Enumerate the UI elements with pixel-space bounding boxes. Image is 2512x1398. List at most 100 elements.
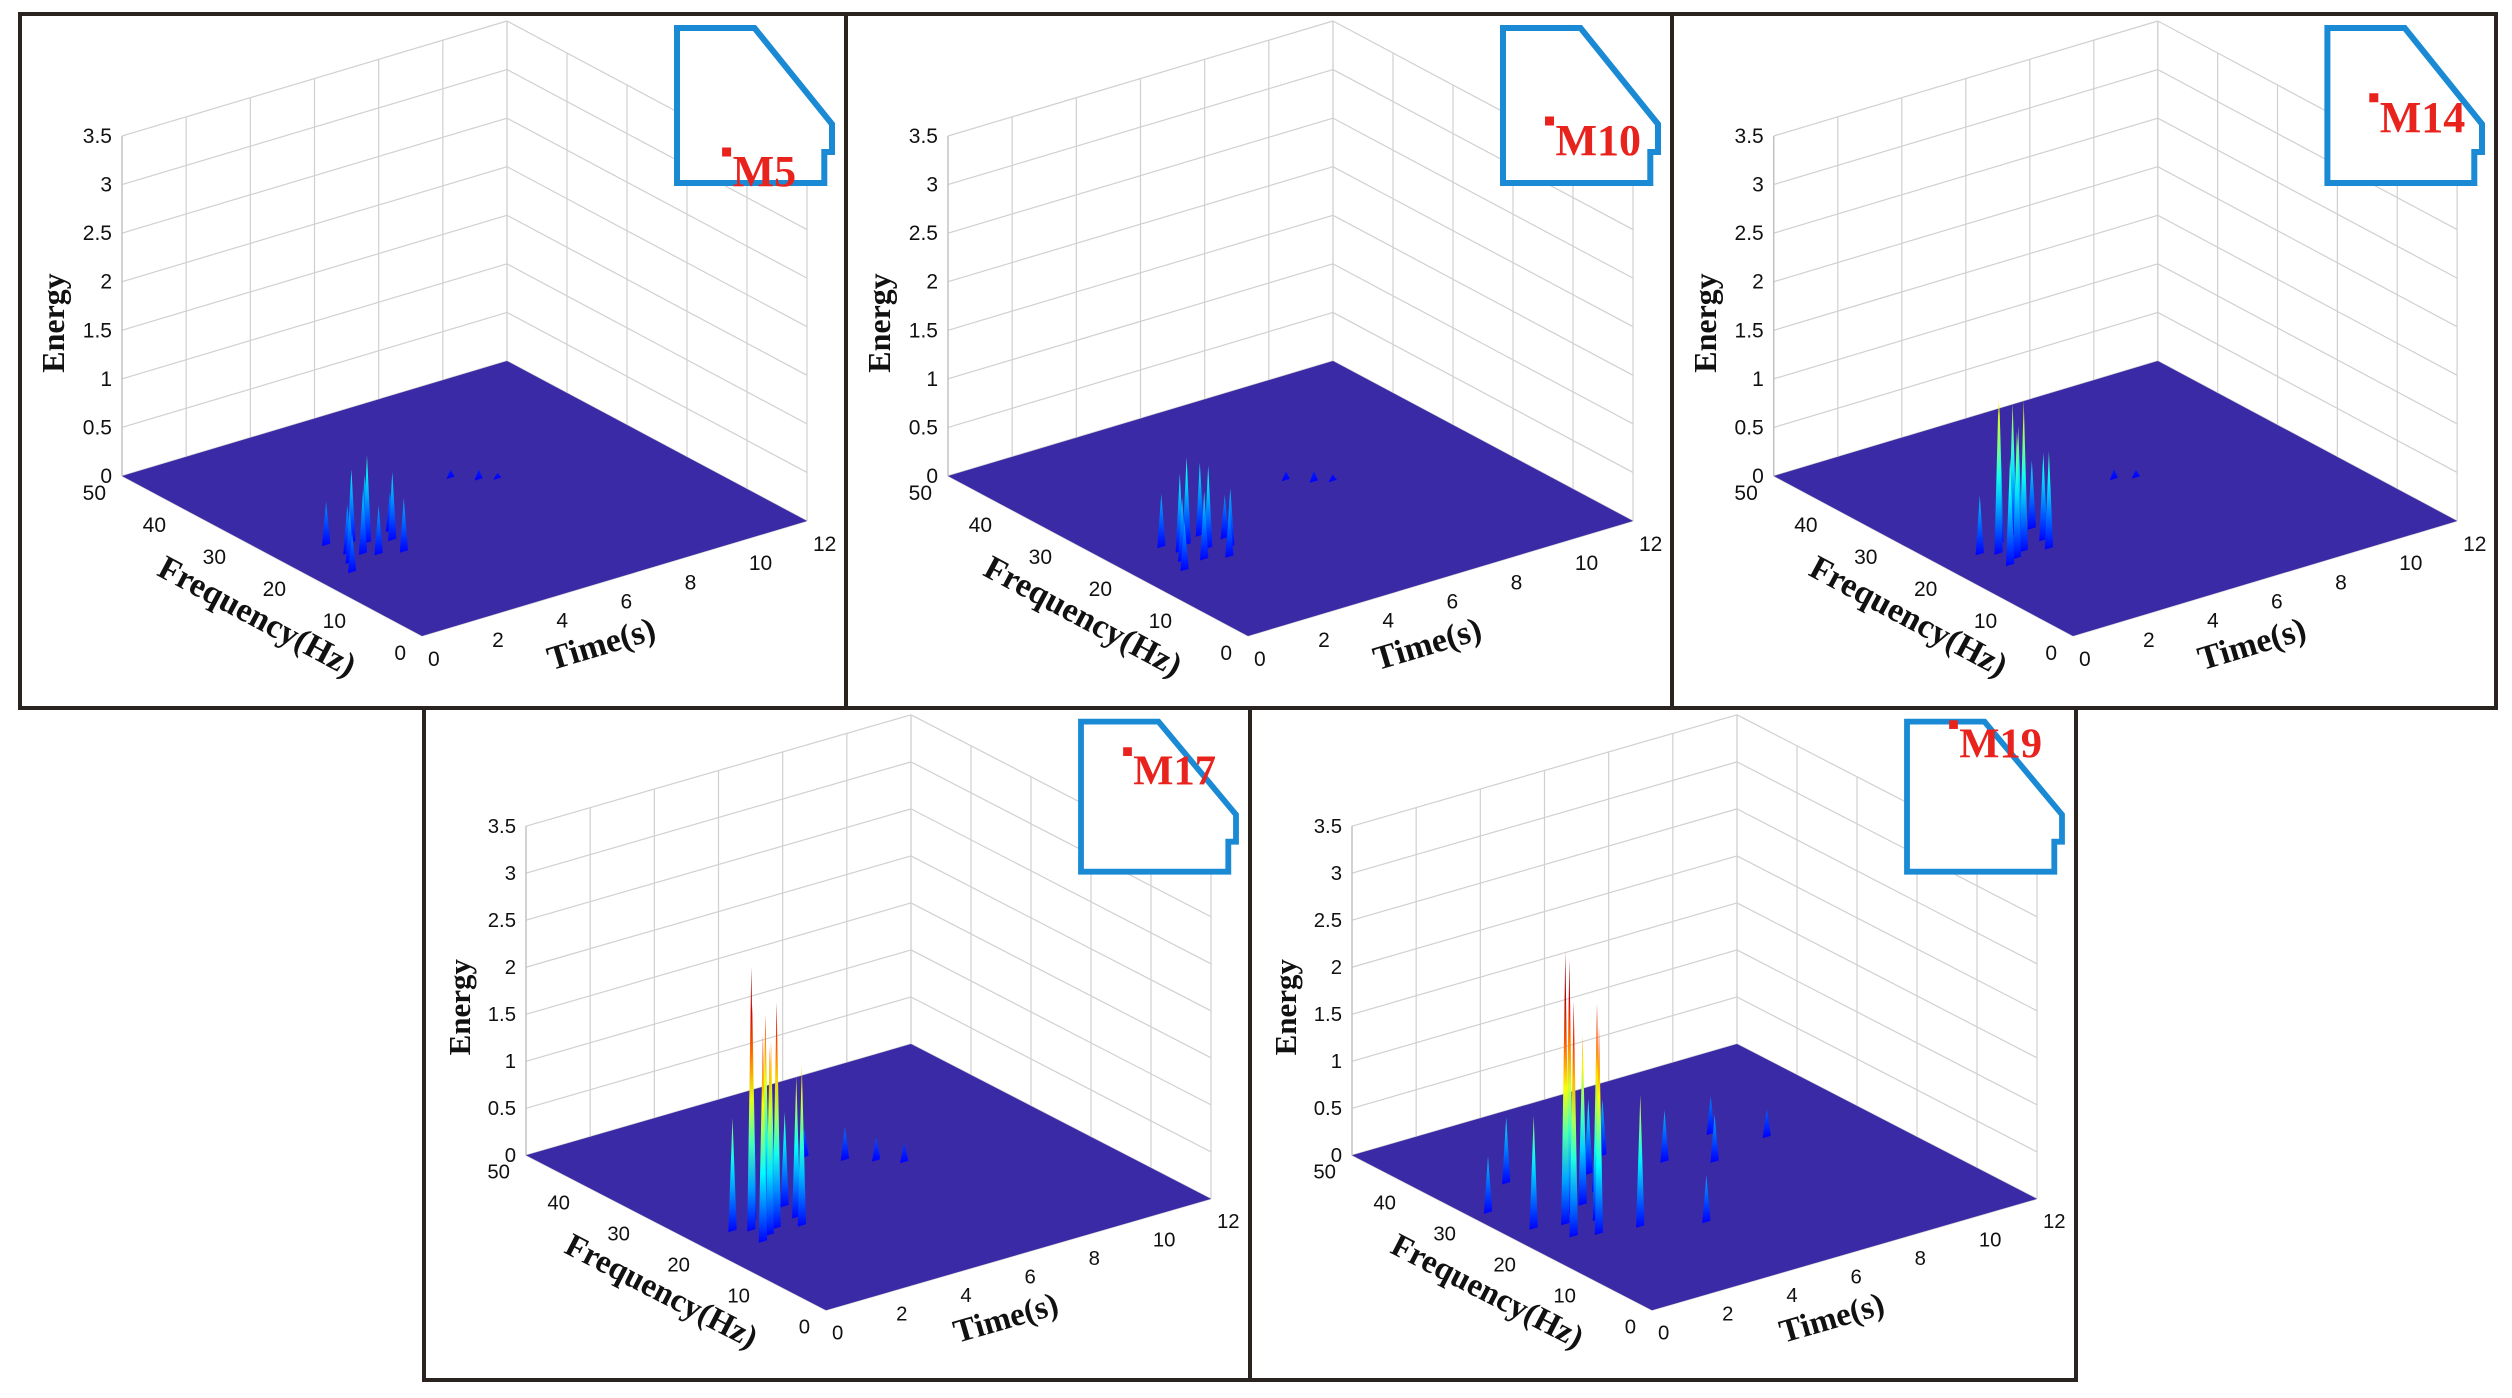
z-tick-label: 2 (100, 271, 112, 294)
x-ticks: 0 2 4 6 8 10 12 (428, 533, 836, 671)
surface-peak (388, 472, 397, 542)
chart-m17: 00.511.522.533.501020304050024681012Ener… (442, 714, 1240, 1356)
x-tick-label: 4 (2207, 610, 2219, 633)
x-tick-label: 8 (1915, 1248, 1926, 1270)
surface-peaks (322, 455, 502, 574)
y-tick-label: 50 (487, 1162, 510, 1184)
z-ticks: 0 0.5 1 1.5 2 2.5 3 3.5 (909, 125, 938, 488)
z-tick-label: 1.5 (1314, 1004, 1342, 1026)
grid-line (1332, 263, 1634, 425)
y-tick-label: 0 (1625, 1316, 1636, 1338)
y-tick-label: 0 (1220, 642, 1232, 665)
x-ticks: 0 2 4 6 8 10 12 (2079, 533, 2486, 671)
x-tick-label: 2 (492, 629, 504, 652)
grid-line (1332, 166, 1634, 328)
z-tick-label: 1.5 (909, 319, 938, 342)
y-tick-label: 30 (1854, 546, 1877, 569)
y-tick-label: 10 (727, 1285, 750, 1307)
x-tick-label: 10 (1575, 552, 1598, 575)
grid-line (910, 996, 1212, 1153)
surface-peak (1762, 1108, 1771, 1139)
grid-line (1736, 1043, 2038, 1200)
inset-outline (1500, 25, 1661, 186)
y-tick-label: 0 (394, 642, 406, 665)
panel-m19: 0 0.5 1 1.5 2 2.5 3 3.5 0 10 20 30 40 50 0 2 4 6 8 10 12 Ener… (1248, 706, 2078, 1382)
z-tick-label: 0.5 (909, 416, 938, 439)
grid-line (1736, 855, 2038, 1012)
y-tick-label: 10 (1149, 610, 1172, 633)
surface-peak (1702, 1175, 1711, 1224)
y-tick-label: 30 (607, 1224, 630, 1246)
y-tick-label: 0 (799, 1316, 810, 1338)
surface-peak (872, 1136, 881, 1162)
grid-line (525, 714, 912, 827)
surface-peak (358, 490, 368, 555)
grid-line (1351, 1154, 1653, 1311)
z-axis-label: Energy (861, 273, 897, 373)
y-ticks: 0 10 20 30 40 50 (487, 1162, 810, 1339)
grid-line (1736, 808, 2038, 965)
y-tick-label: 10 (1553, 1285, 1576, 1307)
grid-line (1332, 311, 1634, 473)
chart-m14: 00.511.522.533.501020304050024681012Ener… (1687, 20, 2486, 685)
y-tick-label: 40 (1794, 514, 1817, 537)
grid-line (506, 166, 808, 328)
grid-line (2157, 117, 2458, 279)
z-tick-label: 1 (505, 1051, 516, 1073)
z-axis-label: Energy (35, 273, 71, 373)
surface-peaks (1157, 457, 1337, 572)
x-ticks: 0 2 4 6 8 10 12 (832, 1211, 1240, 1344)
y-tick-label: 50 (909, 482, 932, 505)
x-tick-label: 0 (2079, 648, 2091, 671)
x-tick-label: 6 (1025, 1267, 1036, 1289)
x-tick-label: 0 (1658, 1322, 1669, 1344)
surface-peak (2039, 452, 2048, 542)
inset-outline (674, 25, 835, 186)
z-tick-label: 2.5 (488, 910, 516, 932)
surface-peak (2044, 451, 2054, 550)
x-tick-label: 2 (2143, 629, 2155, 652)
y-ticks: 0 10 20 30 40 50 (909, 482, 1232, 665)
surface-peak (1200, 491, 1209, 561)
surface-peak (322, 501, 331, 547)
z-tick-label: 3 (505, 863, 516, 885)
x-tick-label: 2 (1722, 1304, 1733, 1326)
z-ticks: 0 0.5 1 1.5 2 2.5 3 3.5 (1735, 125, 1764, 488)
inset-outline (2324, 25, 2485, 186)
x-tick-label: 10 (749, 552, 772, 575)
surface-peak (747, 967, 756, 1232)
chart-m10: 00.511.522.533.501020304050024681012Ener… (861, 20, 1662, 684)
surface-peak (446, 469, 455, 479)
grid-line (910, 949, 1212, 1106)
grid-line (506, 263, 808, 425)
grid-line (2157, 69, 2458, 231)
surface-peak (347, 533, 357, 574)
x-tick-label: 12 (1217, 1211, 1240, 1233)
x-tick-label: 6 (2271, 591, 2283, 614)
surface-peak (1578, 1035, 1587, 1206)
y-ticks: 0 10 20 30 40 50 (83, 482, 406, 665)
x-tick-label: 10 (2399, 552, 2422, 575)
surface-peak (900, 1143, 909, 1164)
z-tick-label: 2 (1331, 957, 1342, 979)
y-tick-label: 20 (667, 1255, 690, 1277)
x-tick-label: 8 (685, 571, 697, 594)
inset-outline (1904, 718, 2065, 875)
surface-peak (1710, 1114, 1719, 1163)
x-tick-label: 4 (1786, 1285, 1797, 1307)
panel-m17: 0 0.5 1 1.5 2 2.5 3 3.5 0 10 20 30 40 50 0 2 4 6 8 10 12 Ener… (422, 706, 1252, 1382)
surface-peak (1975, 495, 1984, 556)
grid-line (506, 69, 808, 231)
y-tick-label: 0 (2045, 642, 2057, 665)
grid-line (1736, 902, 2038, 1059)
y-tick-label: 10 (323, 610, 346, 633)
z-tick-label: 1 (1752, 368, 1764, 391)
z-tick-label: 0 (926, 465, 938, 488)
z-tick-label: 1 (926, 368, 938, 391)
z-tick-label: 2.5 (1314, 910, 1342, 932)
grid-line (825, 1198, 1212, 1311)
z-tick-label: 3.5 (488, 816, 516, 838)
z-tick-label: 0 (505, 1145, 516, 1167)
x-tick-label: 12 (813, 533, 836, 556)
surface-peaks (1975, 398, 2140, 567)
